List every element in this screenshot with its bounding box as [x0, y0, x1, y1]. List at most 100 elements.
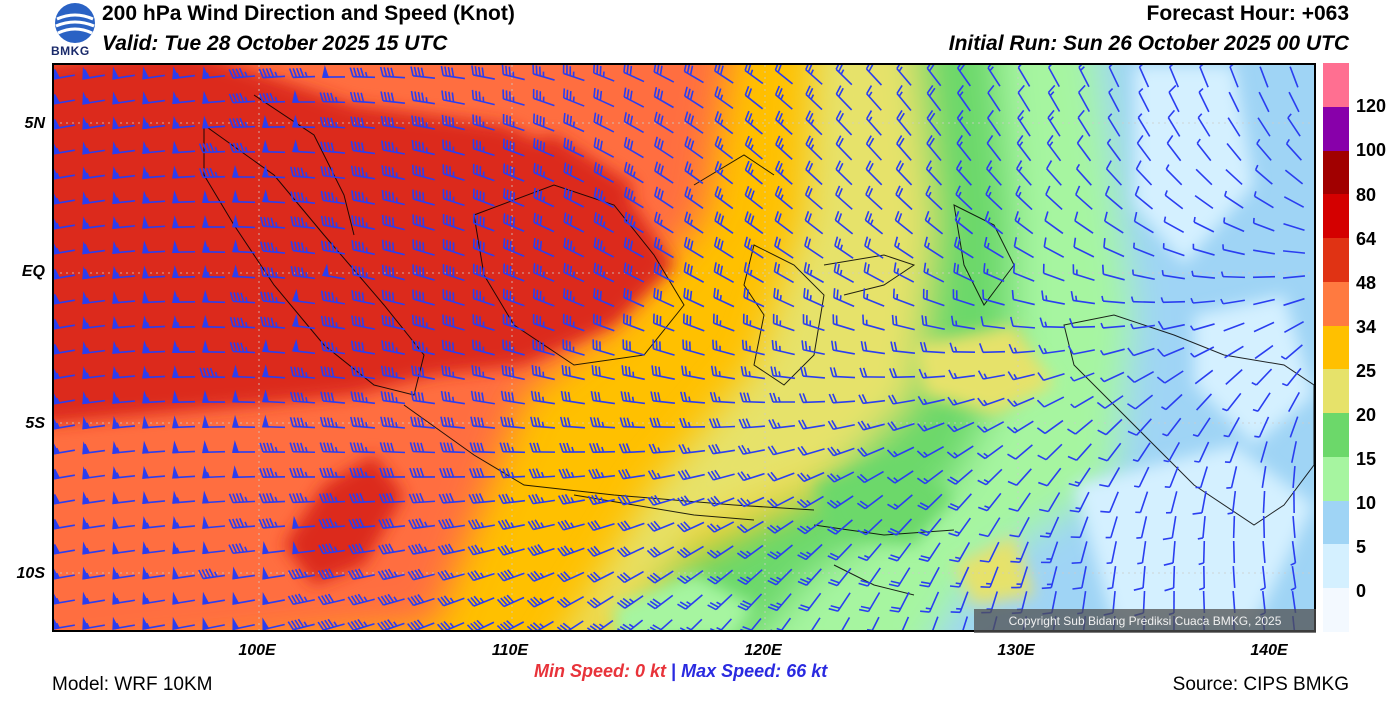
wind-barb [1252, 275, 1276, 279]
wind-barb [412, 264, 435, 281]
wind-barb [797, 445, 825, 456]
wind-barb [1292, 465, 1296, 489]
wind-barb [172, 265, 196, 279]
wind-barb [262, 541, 286, 555]
wind-barb [623, 237, 645, 259]
wind-barb [678, 443, 706, 455]
wind-barb [1076, 134, 1092, 162]
wind-barb [744, 160, 763, 185]
wind-barb [289, 391, 316, 404]
wind-barb [349, 67, 376, 79]
wind-barb [498, 493, 526, 505]
wind-barb [1127, 347, 1155, 357]
wind-barb [201, 289, 226, 304]
wind-barb [1223, 322, 1245, 332]
wind-barb [558, 468, 586, 479]
wind-barb [228, 518, 256, 529]
wind-barb [707, 569, 734, 585]
wind-barb [379, 442, 406, 454]
wind-barb [950, 591, 969, 614]
wind-barb [1101, 295, 1126, 304]
wind-barb [1259, 66, 1269, 88]
lon-label-140e: 140E [1250, 642, 1288, 659]
wind-barb [261, 164, 286, 179]
wind-barb [528, 493, 555, 505]
wind-barb [622, 339, 645, 356]
wind-barb [835, 160, 853, 186]
wind-barb [202, 190, 226, 203]
wind-barb [54, 366, 75, 380]
wind-barb [889, 591, 910, 613]
wind-barb [683, 65, 704, 84]
wind-barb [865, 160, 883, 186]
wind-barb [202, 515, 226, 529]
wind-barb [351, 190, 375, 205]
wind-barb [142, 240, 166, 254]
wind-barb [172, 91, 196, 105]
wind-barb [288, 492, 316, 504]
wind-barb [202, 591, 225, 605]
wind-barb [805, 85, 823, 111]
wind-barb [82, 141, 105, 155]
wind-barb [529, 442, 556, 453]
wind-barb [710, 365, 735, 380]
wind-barb [796, 519, 824, 535]
wind-barb [1198, 565, 1205, 591]
wind-barb [442, 289, 465, 306]
wind-barb [54, 541, 75, 555]
wind-barb [1132, 269, 1155, 281]
wind-barb [320, 340, 345, 355]
wind-barb [82, 416, 106, 430]
wind-barb [1105, 516, 1118, 539]
wind-barb [682, 313, 705, 332]
wind-barb [920, 591, 940, 613]
wind-barb [54, 66, 75, 80]
wind-barb [82, 291, 106, 305]
wind-barb [232, 566, 255, 580]
wind-barb [142, 390, 166, 404]
wind-barb [653, 211, 674, 234]
wind-barb [654, 186, 674, 209]
wind-barb [1192, 491, 1207, 515]
wind-barb [563, 237, 585, 258]
lat-label-10s: 10S [16, 565, 45, 582]
wind-barb [1007, 396, 1035, 408]
wind-barb [834, 236, 854, 259]
wind-barb [259, 467, 286, 479]
wind-barb [709, 391, 736, 404]
wind-barb [924, 210, 944, 235]
wind-barb [54, 291, 75, 305]
wind-barb [530, 416, 556, 429]
wind-barb [894, 210, 914, 235]
wind-barb [1232, 515, 1236, 539]
wind-barb [1043, 237, 1065, 258]
wind-barb [381, 315, 405, 331]
wind-barb [198, 142, 226, 154]
wind-barb [1225, 168, 1243, 186]
wind-barb [983, 236, 1004, 259]
wind-barb [1133, 565, 1146, 591]
wind-barb [770, 617, 792, 630]
wind-barb [1036, 396, 1065, 408]
wind-barb [593, 112, 615, 133]
wind-barb [142, 91, 166, 105]
copyright-notice: Copyright Sub Bidang Prediksi Cuaca BMKG… [974, 609, 1316, 633]
wind-barb [835, 65, 853, 86]
wind-barb [948, 369, 976, 380]
wind-barb [202, 415, 226, 428]
wind-barb [172, 465, 196, 479]
wind-barb [82, 216, 106, 230]
wind-barb [768, 418, 796, 430]
wind-barb [347, 593, 375, 606]
wind-barb [472, 139, 495, 157]
wind-barb [646, 570, 674, 584]
wind-barb [835, 185, 853, 210]
wind-barb [527, 544, 555, 557]
wind-barb [470, 416, 496, 429]
wind-barb [1037, 372, 1065, 382]
wind-barb [1103, 238, 1125, 258]
wind-barb [381, 214, 405, 231]
wind-barb [472, 188, 495, 207]
wind-barb [893, 262, 915, 283]
wind-barb [320, 166, 346, 180]
